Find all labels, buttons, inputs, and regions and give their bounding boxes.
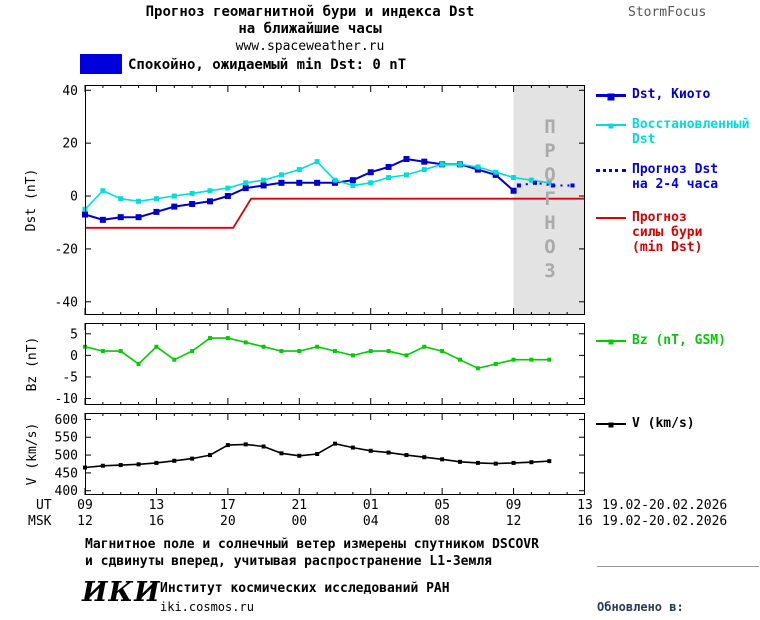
brand-label: StormFocus — [628, 5, 707, 20]
ut-axis-label: UT — [36, 498, 52, 513]
x-tick-ut: 21 — [291, 498, 308, 513]
x-tick-msk: 16 — [577, 514, 593, 529]
legend-dst-restored: Восстановленный Dst — [596, 117, 749, 147]
x-tick-ut: 13 — [577, 498, 593, 513]
dst-plot-svg: 40 20 0 -20 -40 — [55, 85, 585, 315]
page-title: Прогноз геомагнитной бури и индекса Dst — [145, 4, 475, 20]
page-title-line2: на ближайшие часы — [238, 21, 382, 37]
msk-date-range: 19.02-20.02.2026 — [602, 514, 728, 529]
x-tick-ut: 09 — [77, 498, 93, 513]
status-text: Спокойно, ожидаемый min Dst: 0 nT — [128, 57, 407, 73]
v-line-sample — [596, 422, 626, 428]
legend-storm-forecast: Прогноз силы бури (min Dst) — [596, 210, 702, 255]
dst-chart: 40 20 0 -20 -40 П Р О Г Н О З — [25, 85, 585, 315]
x-tick-msk: 16 — [148, 514, 165, 529]
dst-restored-line-sample — [596, 123, 626, 129]
legend-v: V (km/s) — [596, 416, 695, 431]
legend-storm-forecast-label: Прогноз силы бури (min Dst) — [632, 210, 703, 255]
x-tick-ut: 17 — [220, 498, 236, 513]
legend-bz-label: Bz (nT, GSM) — [632, 333, 726, 348]
legend-bz: Bz (nT, GSM) — [596, 333, 726, 348]
x-tick-ut: 13 — [148, 498, 165, 513]
x-tick-msk: 12 — [505, 514, 522, 529]
x-axis: UT MSK 19.02-20.02.2026 19.02-20.02.2026… — [0, 498, 760, 532]
square-marker-icon — [607, 93, 615, 101]
header: Прогноз геомагнитной бури и индекса Dst … — [60, 4, 560, 54]
svg-text:500: 500 — [55, 449, 78, 464]
legend-v-label: V (km/s) — [632, 416, 695, 431]
legend-dst-forecast: Прогноз Dst на 2-4 часа — [596, 162, 718, 192]
institute-site-url: iki.cosmos.ru — [160, 600, 254, 614]
x-tick-msk: 20 — [220, 514, 236, 529]
x-tick-msk: 00 — [291, 514, 308, 529]
dst-forecast-dotted-line-sample — [596, 169, 626, 172]
svg-text:0: 0 — [70, 349, 78, 364]
x-tick-msk: 04 — [362, 514, 379, 529]
v-plot-svg: 600 550 500 450 400 — [55, 413, 585, 495]
x-tick-msk: 12 — [77, 514, 93, 529]
dst-kyoto-line-sample — [596, 93, 626, 101]
site-url: www.spaceweather.ru — [235, 39, 385, 54]
svg-text:40: 40 — [62, 85, 78, 99]
svg-text:0: 0 — [70, 190, 78, 205]
square-marker-icon — [608, 422, 614, 428]
x-tick-ut: 09 — [505, 498, 522, 513]
storm-forecast-line-sample — [596, 217, 626, 219]
svg-text:-10: -10 — [55, 392, 78, 405]
svg-text:5: 5 — [70, 327, 78, 342]
x-tick-ut: 05 — [434, 498, 450, 513]
svg-text:-40: -40 — [55, 295, 78, 310]
bz-plot-svg: 5 0 -5 -10 — [55, 323, 585, 405]
svg-text:-5: -5 — [62, 370, 78, 385]
status-color-box — [80, 54, 122, 74]
svg-text:550: 550 — [55, 431, 78, 446]
x-tick-msk: 08 — [434, 514, 450, 529]
legend-dst-restored-label: Восстановленный Dst — [632, 117, 750, 147]
svg-text:-20: -20 — [55, 242, 78, 257]
footer-note-line2: и сдвинуты вперед, учитывая распростране… — [85, 554, 492, 569]
bz-chart: 5 0 -5 -10 — [25, 323, 585, 405]
legend-dst-forecast-label: Прогноз Dst на 2-4 часа — [632, 162, 719, 192]
svg-text:600: 600 — [55, 413, 78, 428]
legend-dst-kyoto-label: Dst, Киото — [632, 87, 711, 102]
x-tick-ut: 01 — [362, 498, 379, 513]
updated-heading: Обновлено в: — [597, 600, 684, 614]
footer-note-line1: Магнитное поле и солнечный ветер измерен… — [85, 537, 539, 552]
square-marker-icon — [608, 339, 614, 345]
updated-block: Обновлено в: UT 09:05, 20.02.2026 MSK 12… — [597, 566, 759, 620]
svg-text:20: 20 — [62, 137, 78, 152]
forecast-region-label: П Р О Г Н О З — [544, 116, 556, 282]
ut-date-range: 19.02-20.02.2026 — [602, 498, 728, 513]
svg-text:400: 400 — [55, 484, 78, 495]
bz-line-sample — [596, 339, 626, 345]
v-chart: 600 550 500 450 400 — [25, 413, 585, 495]
msk-axis-label: MSK — [28, 514, 52, 529]
legend-dst-kyoto: Dst, Киото — [596, 87, 710, 102]
svg-text:450: 450 — [55, 466, 78, 481]
institute-name: Институт космических исследований РАН — [160, 581, 450, 596]
square-marker-icon — [608, 123, 614, 129]
iki-logo: ИКИ — [82, 577, 161, 608]
